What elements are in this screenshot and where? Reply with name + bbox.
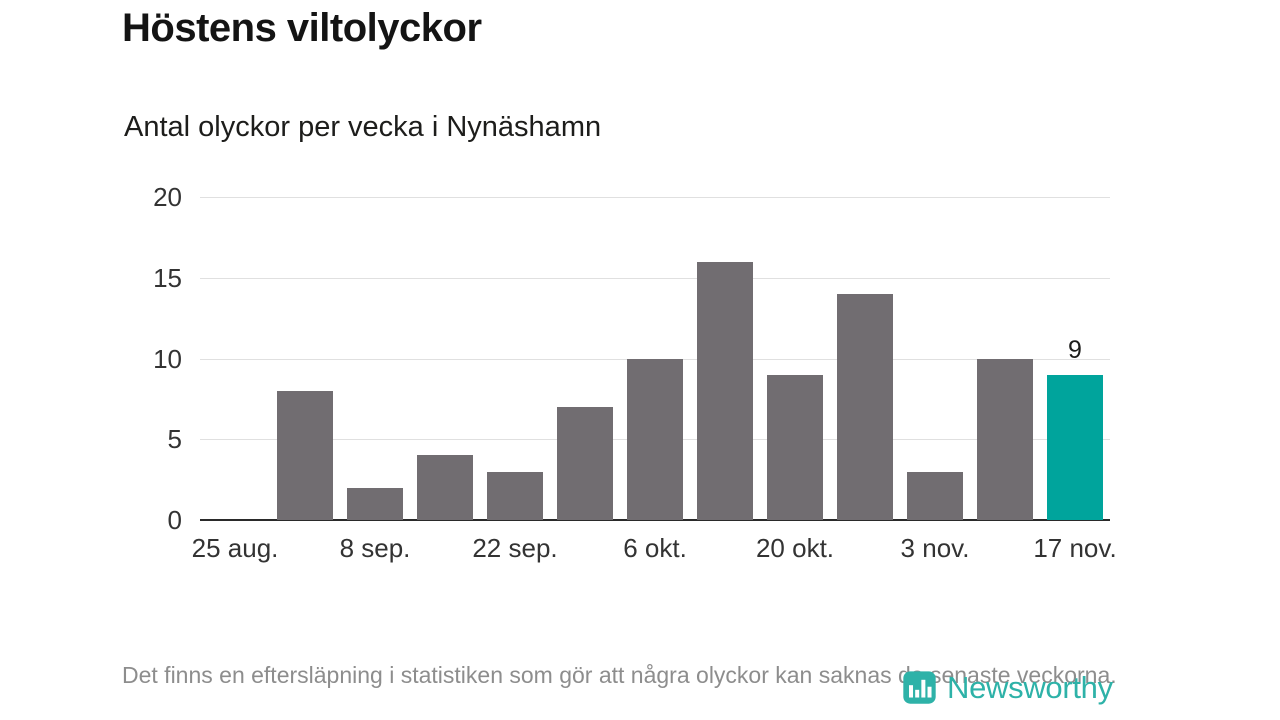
x-axis-tick-label: 20 okt. — [755, 533, 835, 563]
bar-27okt — [837, 293, 893, 520]
x-axis-tick-label: 8 sep. — [339, 533, 411, 563]
y-axis-tick-label: 20 — [153, 182, 182, 212]
bar-17nov — [1047, 374, 1103, 520]
x-axis-line — [200, 519, 1110, 521]
bar-22sep — [487, 471, 543, 520]
y-axis-tick-label: 0 — [167, 505, 182, 535]
x-axis-tick-label: 17 nov. — [1033, 533, 1117, 563]
newsworthy-logo[interactable]: Newsworthy — [901, 669, 1113, 706]
bar-15sep — [417, 455, 473, 520]
newsworthy-wordmark: Newsworthy — [947, 669, 1113, 705]
bar-chart-plot-area: 0 5 10 15 20 25 aug. 8 sep. 22 sep. 6 okt. 20 okt… — [153, 182, 1117, 563]
bar-value-label: 9 — [1068, 335, 1082, 364]
chart-title: Höstens viltolyckor — [122, 6, 482, 50]
footnote: Det finns en eftersläpning i statistiken… — [122, 662, 1117, 688]
x-axis-tick-label: 25 aug. — [191, 533, 279, 563]
chart-subtitle: Antal olyckor per vecka i Nynäshamn — [124, 111, 602, 143]
y-axis-tick-label: 5 — [167, 424, 182, 455]
bar-8sep — [347, 487, 403, 520]
bar-3nov — [907, 471, 963, 520]
bar-29sep — [557, 406, 613, 520]
y-axis-tick-label: 15 — [153, 262, 182, 293]
gridline — [200, 197, 1110, 198]
x-axis-tick-label: 3 nov. — [900, 533, 970, 563]
bar-6okt — [627, 358, 683, 520]
bar-20okt — [767, 374, 823, 520]
bar-1sep — [277, 390, 333, 520]
bar-10nov — [977, 358, 1033, 520]
gridline — [200, 277, 1110, 279]
newsworthy-icon — [901, 669, 938, 706]
x-axis-tick-label: 22 sep. — [472, 533, 558, 563]
x-axis-tick-label: 6 okt. — [623, 533, 687, 563]
y-axis-tick-label: 10 — [153, 343, 182, 374]
bar-13okt — [697, 261, 753, 520]
